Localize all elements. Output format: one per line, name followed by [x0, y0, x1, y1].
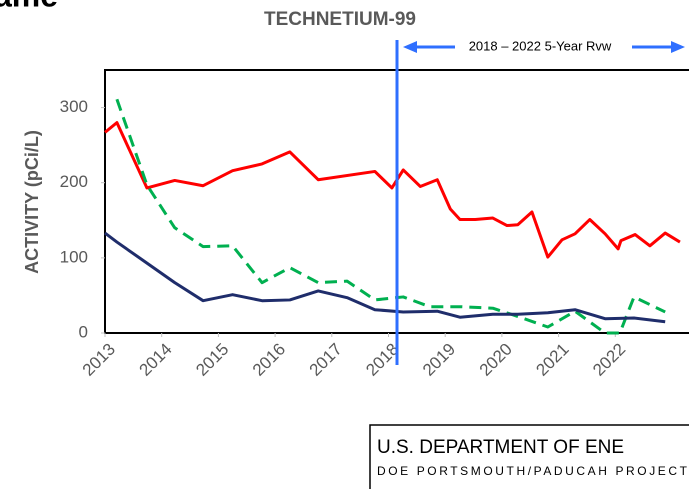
y-tick-label: 300: [60, 97, 88, 116]
series-line: [115, 98, 666, 335]
y-tick-label: 200: [60, 172, 88, 191]
x-tick-label: 2015: [192, 340, 232, 380]
chart-title: TECHNETIUM-99: [264, 9, 416, 30]
series-line: [104, 231, 666, 324]
plot-frame: [104, 69, 689, 334]
x-tick-label: 2021: [532, 340, 572, 380]
x-tick-label: 2019: [419, 340, 459, 380]
cut-heading: ame: [0, 0, 58, 13]
x-tick-label: 2016: [249, 340, 289, 380]
y-tick-label: 100: [60, 247, 88, 266]
y-axis-label: ACTIVITY (pCi/L): [22, 130, 42, 274]
annotation-text: 2018 – 2022 5-Year Rvw: [469, 38, 612, 53]
series-line: [104, 121, 681, 259]
annotation-arrows: [403, 41, 685, 53]
y-tick-label: 0: [79, 322, 88, 341]
x-tick-label: 2022: [589, 340, 629, 380]
x-tick-label: 2017: [306, 340, 346, 380]
x-tick-label: 2020: [476, 340, 516, 380]
x-tick-label: 2013: [79, 340, 119, 380]
x-tick-label: 2014: [136, 340, 176, 380]
footer-title: U.S. DEPARTMENT OF ENE: [377, 437, 624, 458]
footer-box: [369, 424, 689, 489]
